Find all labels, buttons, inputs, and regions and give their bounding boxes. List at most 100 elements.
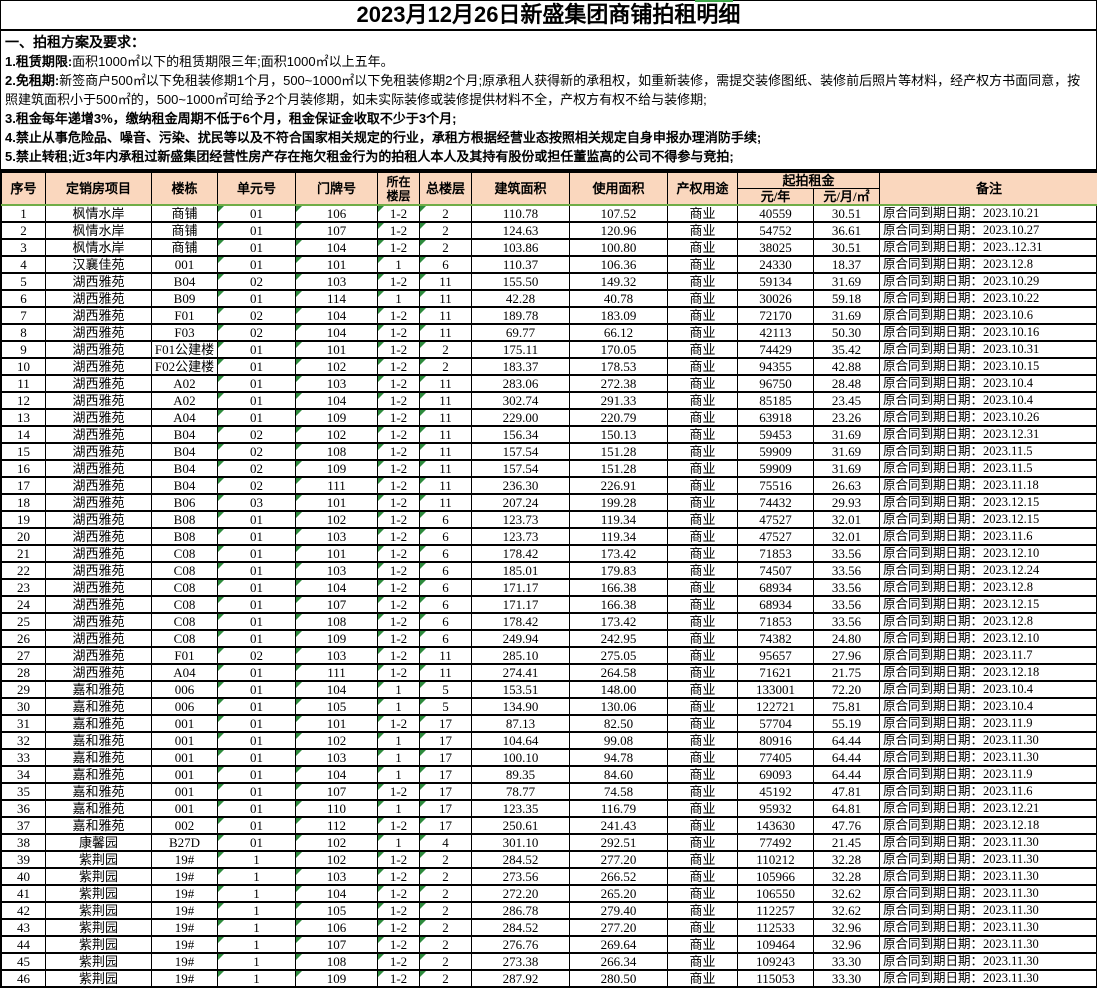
cell-project: 湖西雅苑	[46, 545, 152, 562]
cell-rent-per-year: 122721	[738, 698, 814, 715]
cell-index: 38	[2, 834, 46, 851]
cell-door: 108	[296, 443, 378, 460]
cell-door: 104	[296, 324, 378, 341]
cell-property-use: 商业	[668, 273, 738, 290]
cell-door: 102	[296, 851, 378, 868]
cell-floor: 1-2	[378, 596, 420, 613]
cell-usable-area: 119.34	[570, 528, 668, 545]
cell-project: 枫情水岸	[46, 222, 152, 239]
cell-rent-per-month-sqm: 30.51	[814, 205, 880, 222]
notes-heading: 一、拍租方案及要求：	[5, 32, 1092, 52]
cell-building: 商铺	[152, 239, 218, 256]
cell-unit: 02	[218, 426, 296, 443]
cell-project: 湖西雅苑	[46, 375, 152, 392]
cell-index: 23	[2, 579, 46, 596]
cell-unit: 01	[218, 562, 296, 579]
cell-index: 43	[2, 919, 46, 936]
cell-rent-per-year: 75516	[738, 477, 814, 494]
cell-door: 108	[296, 953, 378, 970]
cell-rent-per-month-sqm: 21.45	[814, 834, 880, 851]
cell-property-use: 商业	[668, 477, 738, 494]
cell-total-floors: 17	[420, 749, 472, 766]
cell-property-use: 商业	[668, 681, 738, 698]
cell-rent-per-month-sqm: 59.18	[814, 290, 880, 307]
cell-project: 紫荆园	[46, 919, 152, 936]
cell-unit: 01	[218, 630, 296, 647]
cell-remark: 原合同到期日期：2023.11.18	[880, 477, 1097, 494]
cell-rent-per-year: 74507	[738, 562, 814, 579]
cell-rent-per-year: 54752	[738, 222, 814, 239]
cell-rent-per-month-sqm: 33.30	[814, 953, 880, 970]
cell-floor: 1-2	[378, 494, 420, 511]
cell-floor: 1-2	[378, 664, 420, 681]
cell-rent-per-month-sqm: 28.48	[814, 375, 880, 392]
cell-remark: 原合同到期日期：2023.11.30	[880, 885, 1097, 902]
cell-index: 12	[2, 392, 46, 409]
cell-rent-per-month-sqm: 33.30	[814, 970, 880, 987]
cell-floor: 1-2	[378, 307, 420, 324]
cell-index: 27	[2, 647, 46, 664]
cell-build-area: 100.10	[472, 749, 570, 766]
sheet-top-green-tick	[695, 0, 733, 2]
cell-build-area: 78.77	[472, 783, 570, 800]
cell-door: 102	[296, 358, 378, 375]
cell-build-area: 89.35	[472, 766, 570, 783]
cell-remark: 原合同到期日期：2023.12.18	[880, 817, 1097, 834]
cell-unit: 01	[218, 358, 296, 375]
cell-door: 103	[296, 749, 378, 766]
cell-door: 101	[296, 256, 378, 273]
cell-property-use: 商业	[668, 953, 738, 970]
cell-remark: 原合同到期日期：2023.10.4	[880, 681, 1097, 698]
cell-rent-per-month-sqm: 64.44	[814, 749, 880, 766]
cell-build-area: 274.41	[472, 664, 570, 681]
cell-usable-area: 40.78	[570, 290, 668, 307]
note-line-5: 5.禁止转租;近3年内承租过新盛集团经营性房产存在拖欠租金行为的拍租人本人及其持…	[5, 147, 1092, 166]
cell-rent-per-year: 95657	[738, 647, 814, 664]
cell-total-floors: 11	[420, 375, 472, 392]
cell-usable-area: 280.50	[570, 970, 668, 987]
cell-property-use: 商业	[668, 596, 738, 613]
cell-building: F01公建楼	[152, 341, 218, 358]
cell-remark: 原合同到期日期：2023.12.10	[880, 545, 1097, 562]
cell-build-area: 229.00	[472, 409, 570, 426]
cell-usable-area: 107.52	[570, 205, 668, 222]
cell-floor: 1	[378, 834, 420, 851]
cell-index: 2	[2, 222, 46, 239]
cell-building: 001	[152, 749, 218, 766]
cell-index: 26	[2, 630, 46, 647]
cell-rent-per-month-sqm: 27.96	[814, 647, 880, 664]
cell-floor: 1-2	[378, 341, 420, 358]
cell-build-area: 123.35	[472, 800, 570, 817]
cell-rent-per-year: 68934	[738, 596, 814, 613]
cell-project: 湖西雅苑	[46, 307, 152, 324]
cell-total-floors: 6	[420, 528, 472, 545]
cell-building: 19#	[152, 902, 218, 919]
cell-build-area: 207.24	[472, 494, 570, 511]
cell-building: 商铺	[152, 222, 218, 239]
cell-project: 湖西雅苑	[46, 392, 152, 409]
cell-rent-per-year: 74429	[738, 341, 814, 358]
cell-project: 紫荆园	[46, 936, 152, 953]
cell-index: 41	[2, 885, 46, 902]
cell-floor: 1	[378, 290, 420, 307]
cell-build-area: 104.64	[472, 732, 570, 749]
cell-usable-area: 178.53	[570, 358, 668, 375]
cell-building: B27D	[152, 834, 218, 851]
cell-door: 101	[296, 545, 378, 562]
cell-project: 嘉和雅苑	[46, 800, 152, 817]
cell-usable-area: 173.42	[570, 613, 668, 630]
cell-usable-area: 241.43	[570, 817, 668, 834]
cell-rent-per-month-sqm: 50.30	[814, 324, 880, 341]
cell-floor: 1-2	[378, 579, 420, 596]
cell-rent-per-year: 85185	[738, 392, 814, 409]
cell-property-use: 商业	[668, 766, 738, 783]
cell-floor: 1-2	[378, 273, 420, 290]
table-header: 序号定销房项目楼栋单元号门牌号所在楼层总楼层建筑面积使用面积产权用途起拍租金备注…	[2, 172, 1097, 205]
